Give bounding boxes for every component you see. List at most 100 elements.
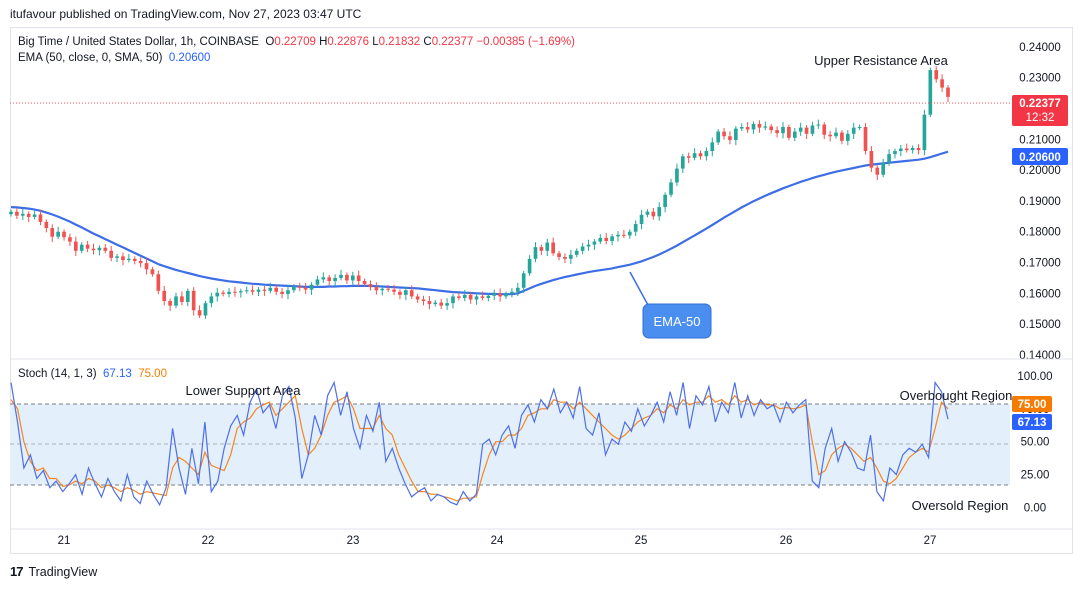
candle	[339, 270, 343, 280]
candle	[145, 258, 149, 274]
candle	[652, 208, 656, 220]
price-tick: 0.23000	[1019, 73, 1061, 85]
candle	[56, 227, 60, 239]
lower-support-label: Lower Support Area	[186, 383, 302, 398]
stoch-legend-label: Stoch (14, 1, 3)	[18, 368, 97, 380]
ema-callout-pointer	[630, 272, 648, 305]
candle	[917, 144, 921, 154]
candle	[934, 66, 938, 82]
candle	[710, 137, 714, 156]
candle	[92, 244, 96, 255]
candle	[62, 229, 66, 240]
candle	[728, 131, 732, 144]
candle	[133, 256, 137, 264]
candle	[875, 165, 879, 180]
price-tick: 0.18000	[1019, 227, 1061, 239]
candle	[327, 275, 331, 285]
candle	[127, 254, 131, 263]
candle	[799, 123, 803, 136]
stoch-tick: 25.00	[1021, 470, 1050, 482]
price-tick: 0.17000	[1019, 258, 1061, 270]
ohlc-high: 0.22876	[327, 36, 369, 48]
candle	[852, 123, 856, 139]
ohlc-open: 0.22709	[274, 36, 316, 48]
candle	[139, 257, 143, 267]
symbol-name[interactable]: Big Time / United States Dollar, 1h, COI…	[18, 36, 259, 48]
candle	[210, 293, 214, 308]
ema-legend-value: 0.20600	[169, 52, 211, 64]
candle	[80, 242, 84, 253]
candle	[928, 68, 932, 118]
candle	[769, 124, 773, 134]
candle	[68, 234, 72, 246]
candle	[162, 286, 166, 305]
candle	[233, 287, 237, 297]
candle	[840, 130, 844, 144]
ohlc-close-label: C	[423, 36, 431, 48]
candle	[805, 125, 809, 139]
candle	[822, 122, 826, 139]
time-tick: 22	[202, 535, 215, 547]
candle	[911, 145, 915, 153]
candle	[817, 120, 821, 129]
candle	[640, 210, 644, 229]
ema-legend-label: EMA (50, close, 0, SMA, 50)	[18, 52, 162, 64]
candle	[357, 271, 361, 287]
candle	[457, 293, 461, 301]
time-tick: 24	[491, 535, 504, 547]
stoch-legend[interactable]: Stoch (14, 1, 3) 67.13 75.00	[18, 368, 167, 380]
candle	[551, 238, 555, 256]
candle	[575, 248, 579, 257]
footer[interactable]: 17 TradingView	[10, 564, 97, 579]
candle	[416, 294, 420, 303]
candle	[239, 289, 243, 298]
upper-resistance-label: Upper Resistance Area	[814, 53, 948, 68]
candle	[428, 296, 432, 309]
candle	[45, 219, 49, 232]
candle	[227, 288, 231, 297]
ema-price-value: 0.20600	[1019, 152, 1061, 164]
candle	[793, 128, 797, 141]
candle	[781, 122, 785, 138]
candle	[21, 209, 25, 220]
candle	[74, 237, 78, 256]
candle	[422, 296, 426, 306]
candle	[604, 233, 608, 244]
candle	[657, 202, 661, 220]
candle	[492, 290, 496, 300]
candle	[286, 285, 290, 299]
candle	[722, 128, 726, 140]
candle	[103, 244, 107, 253]
candle	[628, 229, 632, 239]
candle	[775, 126, 779, 137]
candle	[681, 154, 685, 173]
candle	[846, 130, 850, 145]
candle	[369, 280, 373, 290]
price-tick: 0.15000	[1019, 319, 1061, 331]
candle	[351, 272, 355, 285]
candle	[940, 74, 944, 92]
symbol-legend: Big Time / United States Dollar, 1h, COI…	[18, 36, 575, 48]
price-tick: 0.19000	[1019, 196, 1061, 208]
candle	[280, 288, 284, 298]
ema-legend[interactable]: EMA (50, close, 0, SMA, 50) 0.20600	[18, 52, 210, 64]
candle	[439, 299, 443, 309]
candle	[811, 122, 815, 136]
candle	[27, 211, 31, 222]
candle	[870, 146, 874, 172]
candle	[528, 255, 532, 276]
oversold-label: Oversold Region	[912, 498, 1009, 513]
stoch-tick: 50.00	[1021, 437, 1050, 449]
price-chart[interactable]: 0.240000.230000.210000.200000.190000.180…	[0, 0, 1080, 589]
candle	[899, 145, 903, 156]
time-tick: 25	[635, 535, 648, 547]
candle	[740, 123, 744, 131]
candle	[622, 230, 626, 238]
candle	[946, 85, 950, 102]
candle	[192, 287, 196, 315]
stoch-d-value: 75.00	[1018, 399, 1047, 411]
candle	[115, 254, 119, 262]
candle	[121, 253, 125, 266]
candle	[858, 125, 862, 131]
candle	[9, 209, 13, 216]
